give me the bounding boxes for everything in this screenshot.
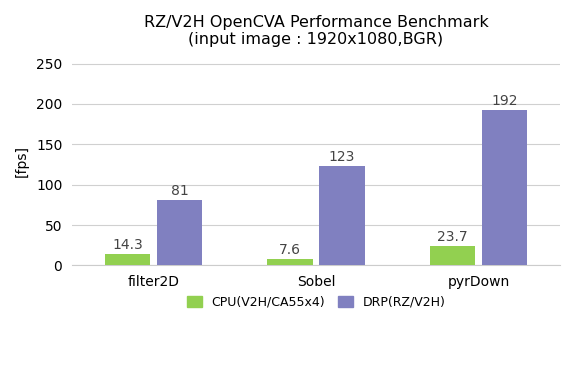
Bar (482, 110, 527, 266)
Bar (319, 166, 365, 266)
Y-axis label: [fps]: [fps] (15, 144, 29, 176)
Bar (267, 259, 313, 266)
Text: 14.3: 14.3 (112, 237, 143, 251)
Title: RZ/V2H OpenCVA Performance Benchmark
(input image : 1920x1080,BGR): RZ/V2H OpenCVA Performance Benchmark (in… (144, 15, 488, 47)
Bar (430, 247, 476, 266)
Text: 7.6: 7.6 (279, 243, 301, 257)
Bar (156, 200, 202, 266)
Bar (105, 254, 150, 266)
Text: 123: 123 (329, 150, 355, 164)
Text: 23.7: 23.7 (438, 230, 468, 244)
Legend: CPU(V2H/CA55x4), DRP(RZ/V2H): CPU(V2H/CA55x4), DRP(RZ/V2H) (182, 291, 451, 314)
Text: 192: 192 (492, 94, 518, 108)
Text: 81: 81 (171, 184, 188, 198)
